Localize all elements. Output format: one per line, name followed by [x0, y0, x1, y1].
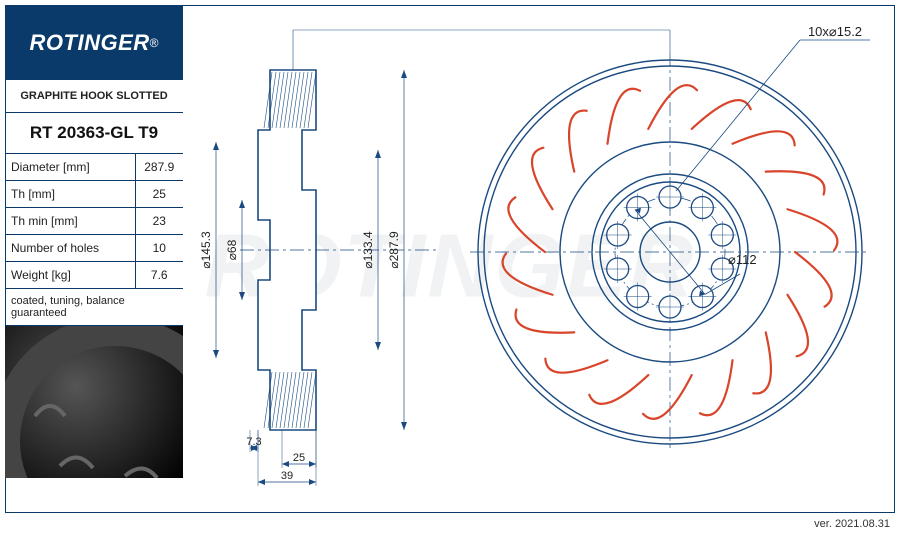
svg-text:⌀112: ⌀112 [728, 252, 757, 267]
svg-text:39: 39 [281, 470, 293, 482]
spec-label: Th [mm] [5, 181, 135, 208]
spec-value: 23 [135, 208, 183, 235]
svg-text:10x⌀15.2: 10x⌀15.2 [808, 24, 862, 39]
svg-text:25: 25 [293, 452, 305, 464]
spec-value: 25 [135, 181, 183, 208]
registered-mark: ® [150, 36, 159, 50]
spec-value: 7.6 [135, 262, 183, 289]
table-row: Diameter [mm]287.9 [5, 154, 183, 181]
product-photo [5, 326, 183, 478]
spec-label: Weight [kg] [5, 262, 135, 289]
part-number: RT 20363-GL T9 [5, 113, 183, 154]
svg-text:7.3: 7.3 [246, 436, 261, 448]
table-row: Weight [kg]7.6 [5, 262, 183, 289]
table-row: Th min [mm]23 [5, 208, 183, 235]
brand-text: ROTINGER [30, 30, 150, 56]
svg-text:⌀133.4: ⌀133.4 [361, 231, 375, 269]
brand-logo: ROTINGER® [5, 5, 183, 80]
spec-label: Number of holes [5, 235, 135, 262]
drawing-svg: ⌀145.3 ⌀68 ⌀133.4 ⌀287.9 2539 7.3 10x⌀15.2 ⌀112 [200, 10, 890, 510]
spec-value: 287.9 [135, 154, 183, 181]
spec-label: Th min [mm] [5, 208, 135, 235]
table-row: Th [mm]25 [5, 181, 183, 208]
table-row: Number of holes10 [5, 235, 183, 262]
version-label: ver. 2021.08.31 [814, 518, 890, 530]
product-note: coated, tuning, balance guaranteed [5, 289, 183, 326]
svg-text:⌀287.9: ⌀287.9 [387, 231, 401, 269]
svg-text:⌀145.3: ⌀145.3 [200, 231, 213, 269]
product-subtitle: GRAPHITE HOOK SLOTTED [5, 80, 183, 113]
side-view: ⌀145.3 ⌀68 ⌀133.4 ⌀287.9 2539 7.3 [200, 30, 670, 486]
spec-label: Diameter [mm] [5, 154, 135, 181]
product-photo-svg [5, 326, 183, 478]
front-view: 10x⌀15.2 ⌀112 [470, 24, 870, 452]
technical-drawing: ⌀145.3 ⌀68 ⌀133.4 ⌀287.9 2539 7.3 10x⌀15.2 ⌀112 [200, 10, 890, 510]
spec-table: Diameter [mm]287.9 Th [mm]25 Th min [mm]… [5, 154, 183, 289]
info-panel: ROTINGER® GRAPHITE HOOK SLOTTED RT 20363… [5, 5, 183, 513]
spec-value: 10 [135, 235, 183, 262]
svg-text:⌀68: ⌀68 [225, 239, 239, 260]
